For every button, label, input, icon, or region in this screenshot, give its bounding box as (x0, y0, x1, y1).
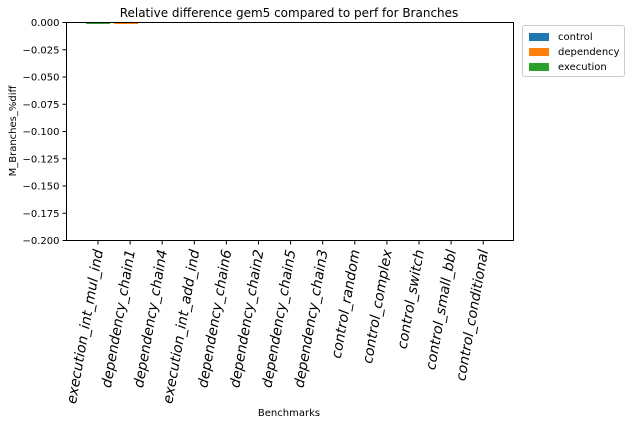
y-tick-label: −0.125 (22, 154, 59, 165)
plot-frame (66, 22, 514, 241)
legend-label-execution: execution (558, 61, 607, 73)
legend-item-dependency: dependency (529, 45, 620, 59)
x-tick-label: dependency_chain1 (99, 248, 139, 389)
x-tick-label: control_switch (395, 248, 428, 350)
legend-swatch-dependency (529, 48, 549, 56)
bar-dependency (114, 22, 139, 24)
y-tick-label: −0.075 (22, 100, 59, 111)
x-tick-label: dependency_chain2 (227, 248, 267, 389)
y-axis-label: M_Branches_%diff (8, 84, 19, 176)
x-tick-label: control_complex (360, 248, 396, 365)
legend-item-execution: execution (529, 60, 607, 74)
y-tick-label: −0.175 (22, 209, 59, 220)
chart-title: Relative difference gem5 compared to per… (120, 6, 459, 20)
x-tick-label: control_small_bbl (423, 248, 460, 371)
x-tick-label: dependency_chain5 (259, 248, 299, 389)
legend-swatch-control (529, 33, 549, 41)
legend-label-control: control (558, 31, 593, 43)
legend-item-control: control (529, 30, 593, 44)
legend: control dependency execution (522, 25, 625, 77)
y-tick-label: −0.100 (22, 127, 59, 138)
y-axis: 0.000 −0.025 −0.050 −0.075 −0.100 −0.125 −0.15… (22, 18, 67, 247)
legend-label-dependency: dependency (558, 46, 620, 58)
x-tick-label: control_random (329, 248, 364, 359)
x-axis: execution_int_mul_inddependency_chain1de… (64, 240, 492, 405)
x-tick-label: dependency_chain6 (195, 248, 235, 389)
y-tick-label: −0.150 (22, 182, 59, 193)
legend-swatch-execution (529, 63, 549, 71)
bars (86, 22, 139, 24)
x-tick-label: dependency_chain3 (292, 248, 332, 389)
x-tick-label: control_conditional (453, 248, 492, 382)
y-tick-label: −0.025 (22, 45, 59, 56)
y-tick-label: 0.000 (31, 18, 60, 29)
x-tick-label: dependency_chain4 (131, 248, 171, 389)
x-axis-label: Benchmarks (258, 408, 320, 419)
y-tick-label: −0.050 (22, 73, 59, 84)
y-tick-label: −0.200 (22, 236, 59, 247)
bar-execution (86, 22, 110, 24)
